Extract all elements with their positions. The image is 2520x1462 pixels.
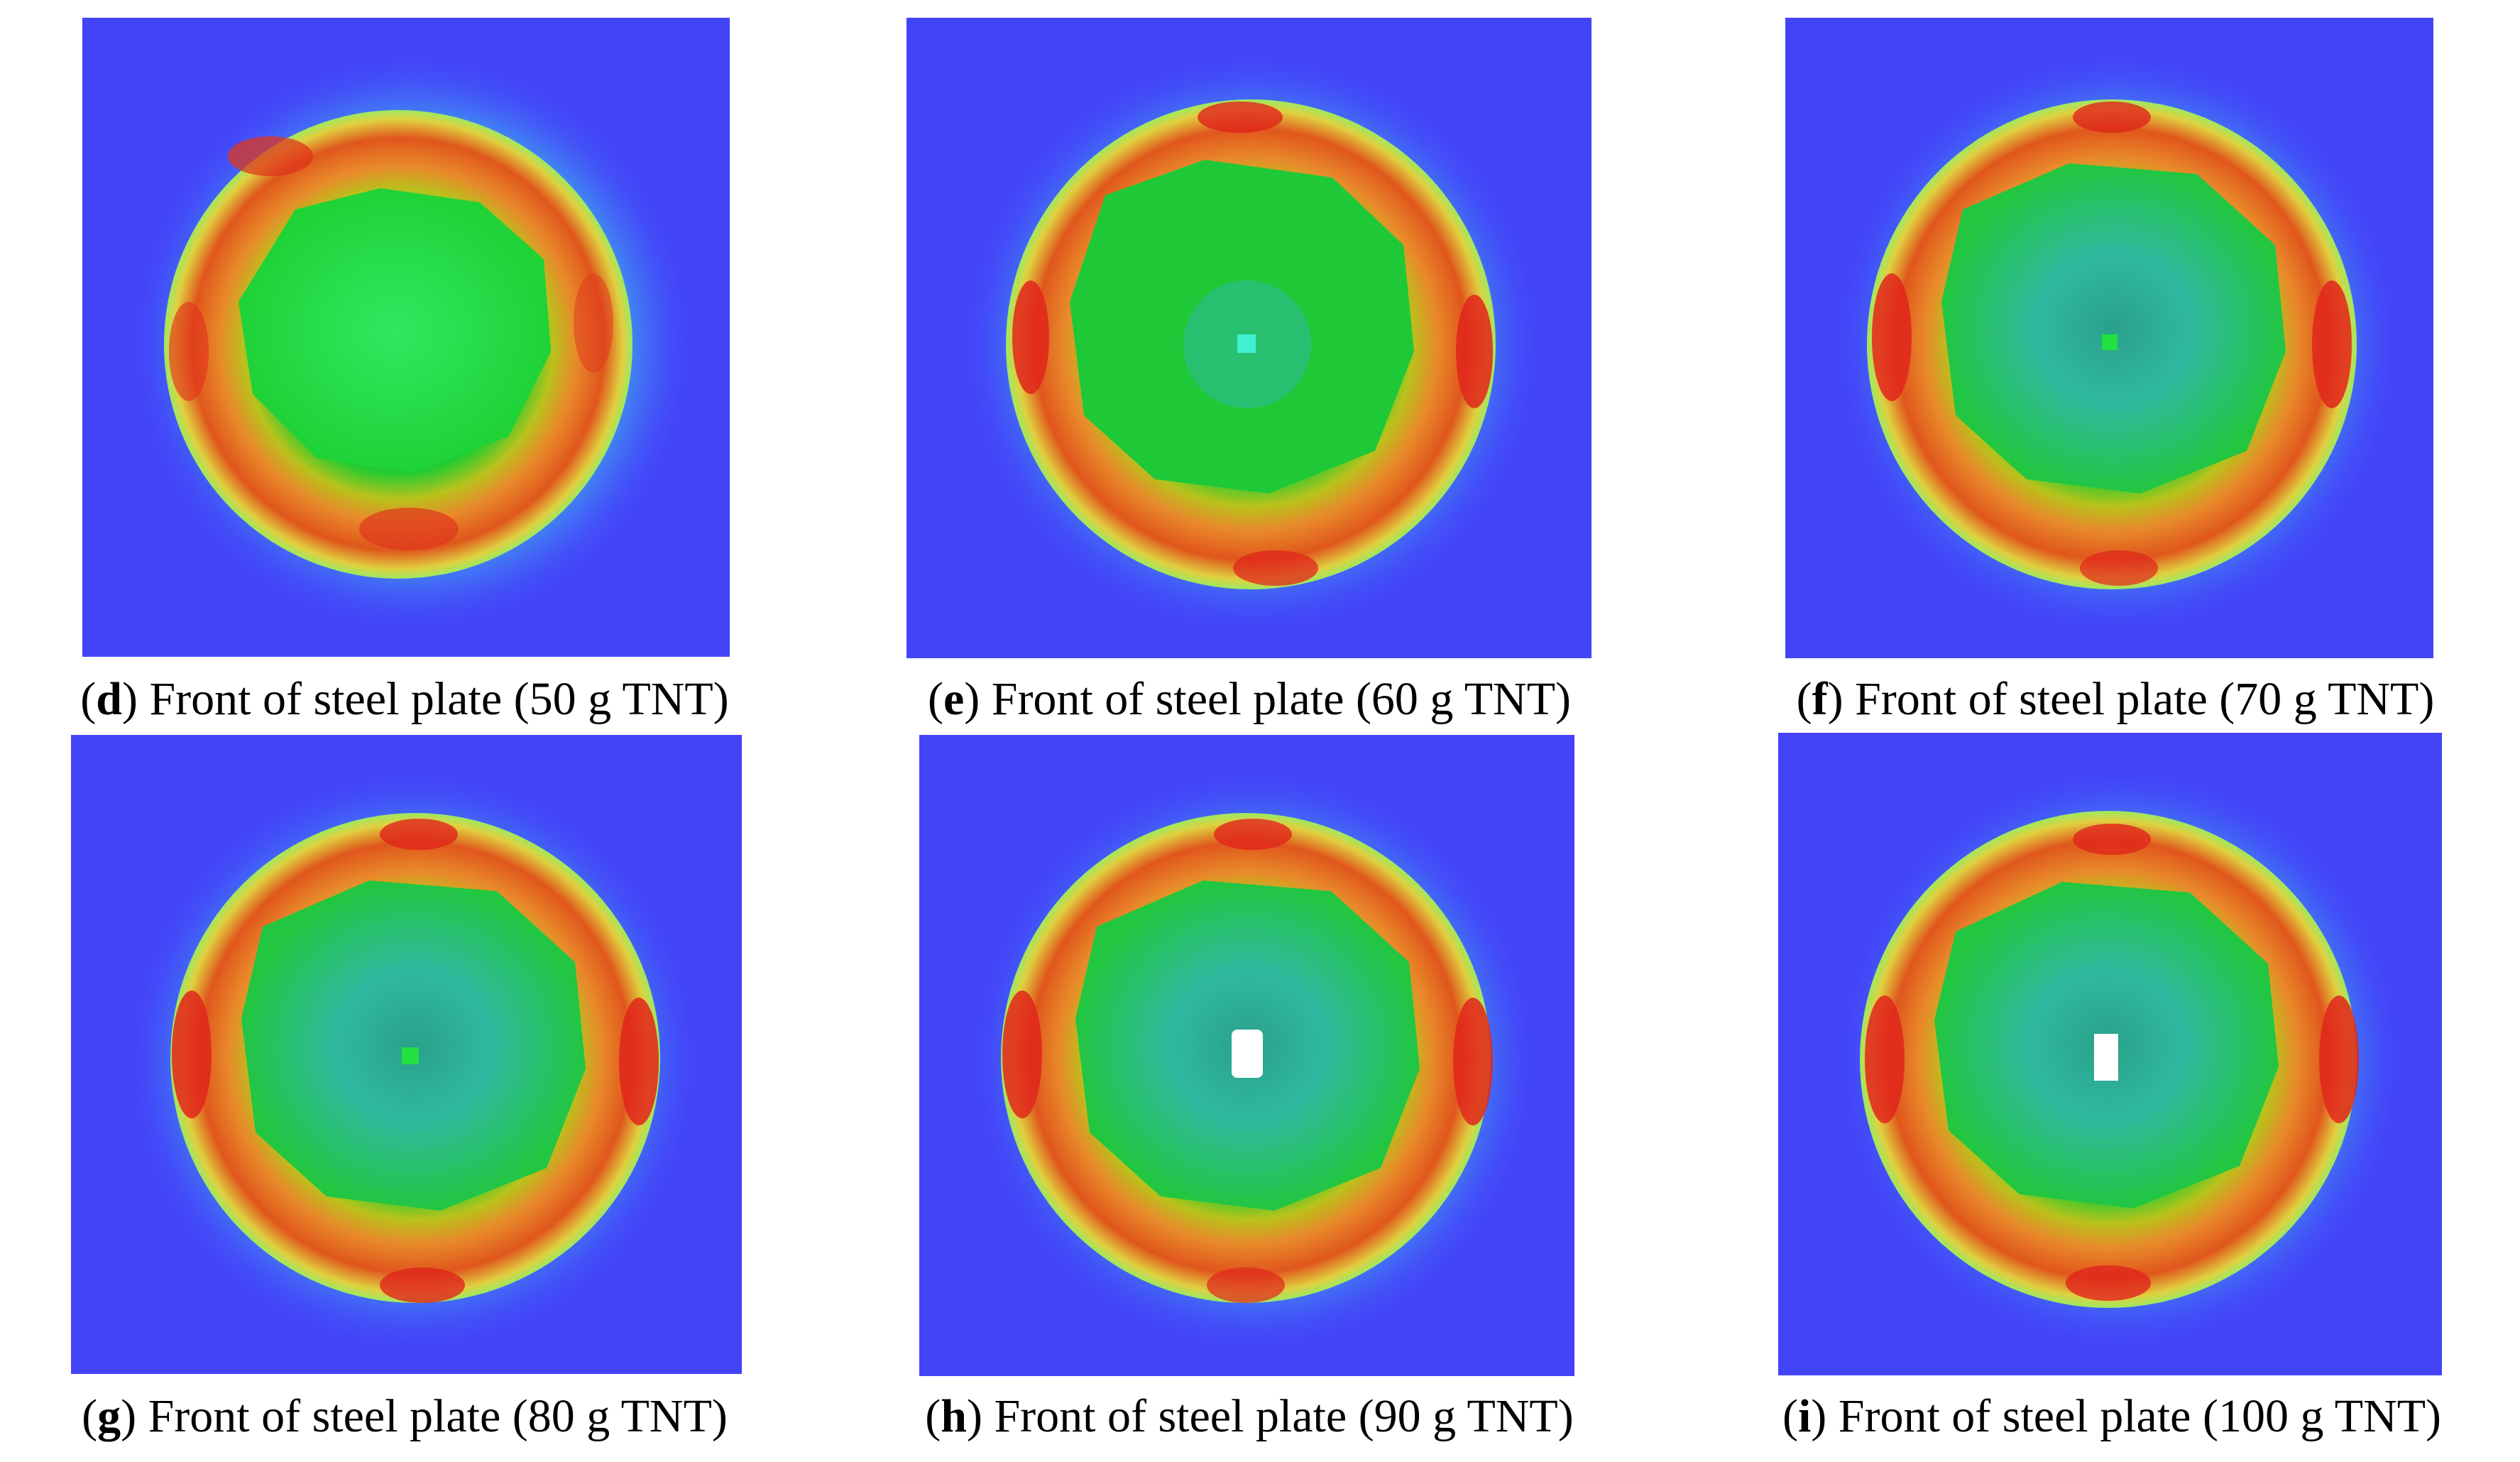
caption-d-letter: d bbox=[96, 673, 122, 725]
caption-f-text: Front of steel plate (70 g TNT) bbox=[1843, 673, 2435, 725]
panel-i-steel-plate-image bbox=[1778, 733, 2442, 1375]
caption-i: (i) Front of steel plate (100 g TNT) bbox=[1782, 1390, 2442, 1442]
caption-d-text: Front of steel plate (50 g TNT) bbox=[137, 673, 729, 725]
panel-e-steel-plate-image bbox=[906, 18, 1592, 658]
caption-g-letter: g bbox=[97, 1390, 121, 1442]
panel-d-steel-plate-image bbox=[82, 18, 730, 657]
panel-h-steel-plate-image bbox=[919, 735, 1574, 1376]
caption-i-text: Front of steel plate (100 g TNT) bbox=[1826, 1390, 2442, 1442]
caption-h-letter: h bbox=[941, 1390, 967, 1442]
caption-g-text: Front of steel plate (80 g TNT) bbox=[136, 1390, 728, 1442]
caption-f-letter: f bbox=[1812, 673, 1828, 725]
panel-g-steel-plate-image bbox=[71, 735, 742, 1374]
caption-f: (f) Front of steel plate (70 g TNT) bbox=[1796, 673, 2435, 725]
caption-e-text: Front of steel plate (60 g TNT) bbox=[980, 673, 1572, 725]
caption-g: (g) Front of steel plate (80 g TNT) bbox=[82, 1390, 728, 1442]
perforation-hole bbox=[2094, 1034, 2118, 1081]
caption-e: (e) Front of steel plate (60 g TNT) bbox=[927, 673, 1572, 725]
caption-i-letter: i bbox=[1797, 1390, 1812, 1442]
caption-e-letter: e bbox=[943, 673, 965, 725]
caption-h-text: Front of steel plate (90 g TNT) bbox=[982, 1390, 1574, 1442]
caption-d: (d) Front of steel plate (50 g TNT) bbox=[80, 673, 729, 725]
caption-h: (h) Front of steel plate (90 g TNT) bbox=[925, 1390, 1574, 1442]
panel-f-steel-plate-image bbox=[1785, 18, 2433, 658]
perforation-hole bbox=[1232, 1030, 1263, 1078]
